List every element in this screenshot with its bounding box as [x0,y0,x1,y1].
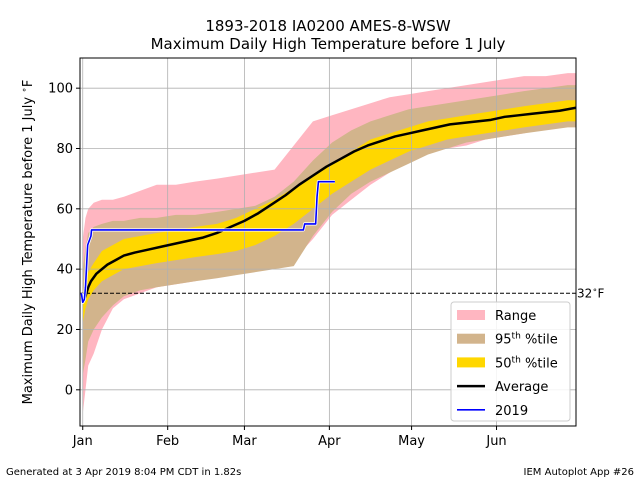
legend-label: 50th %tile [495,355,558,371]
x-tick-label: Jun [485,434,506,449]
y-axis-label: Maximum Daily High Temperature before 1 … [20,80,36,405]
plot-area: 32∘F 0 20 40 60 80 100 Jan Feb Mar Apr May Jun Maximu… [20,57,605,449]
x-tick-label: Feb [156,434,179,449]
y-tick-label: 100 [48,82,73,97]
legend-swatch [457,310,485,320]
y-tick-label: 80 [56,142,73,157]
chart-subtitle: Maximum Daily High Temperature before 1 … [151,35,506,53]
axes-frame [79,57,577,427]
x-tick-label: Mar [232,434,257,449]
y-tick-label: 60 [56,202,73,217]
legend-label: Range [495,309,536,324]
y-tick-label: 20 [56,323,73,338]
footer-left: Generated at 3 Apr 2019 8:04 PM CDT in 1… [6,467,241,478]
legend-label: 95th %tile [495,332,558,348]
legend-swatch [457,333,485,344]
legend-label: 2019 [495,404,528,419]
y-tick-label: 40 [56,263,73,278]
footer-right: IEM Autoplot App #26 [524,467,634,478]
x-tick-label: Apr [318,434,341,449]
legend-box [450,301,571,422]
y-tick-label: 0 [65,383,73,398]
x-tick-label: Jan [72,434,93,449]
p50-band [82,100,576,324]
series-group [80,106,576,304]
chart-title: 1893-2018 IA0200 AMES-8-WSW [205,17,450,35]
legend-swatch [457,357,485,368]
legend-label: Average [495,380,548,395]
legend: Range 95th %tile 50th %tile Average 2019 [450,301,571,422]
series-line-average [81,106,576,303]
x-tick-label: May [398,434,425,449]
threshold-label: 32∘F [577,284,605,300]
series-line-2019 [80,180,335,304]
